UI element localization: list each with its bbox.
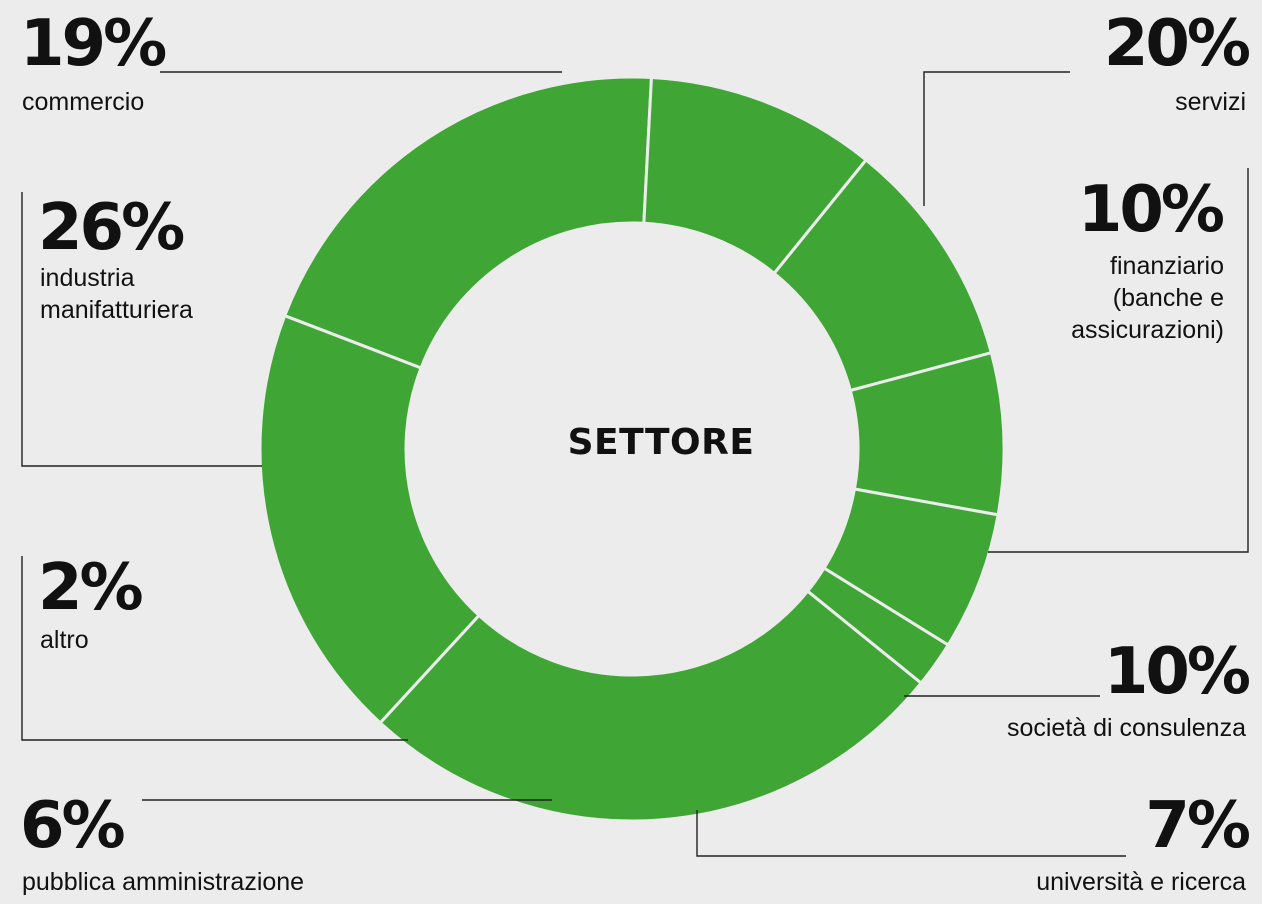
label-consulenza: società di consulenza bbox=[1006, 714, 1246, 742]
label-industria: industria manifatturiera bbox=[40, 264, 193, 324]
leader-line-finanziario bbox=[988, 168, 1249, 553]
leader-line-industria bbox=[21, 192, 262, 467]
label-commercio: commercio bbox=[22, 88, 145, 116]
pct-consulenza: 10% bbox=[1103, 635, 1251, 709]
leader-line-universita bbox=[696, 810, 1126, 857]
leader-line-servizi bbox=[923, 71, 1070, 206]
label-pa: pubblica amministrazione bbox=[22, 868, 305, 896]
label-finanziario: finanziario (banche e assicurazioni) bbox=[1071, 252, 1224, 344]
label-servizi: servizi bbox=[1175, 88, 1246, 116]
leader-line-altro bbox=[21, 556, 408, 741]
pct-pa: 6% bbox=[20, 789, 126, 863]
slice-industria bbox=[378, 589, 924, 823]
label-altro: altro bbox=[40, 626, 89, 654]
pct-altro: 2% bbox=[38, 551, 144, 625]
pct-universita: 7% bbox=[1145, 789, 1251, 863]
pct-servizi: 20% bbox=[1103, 7, 1251, 81]
pct-commercio: 19% bbox=[20, 7, 167, 81]
pct-finanziario: 10% bbox=[1077, 173, 1225, 247]
pct-industria: 26% bbox=[38, 191, 185, 265]
slice-commercio bbox=[258, 313, 482, 725]
slice-servizi bbox=[282, 75, 654, 370]
chart-title: SETTORE bbox=[567, 422, 755, 463]
label-universita: università e ricerca bbox=[1036, 868, 1246, 896]
